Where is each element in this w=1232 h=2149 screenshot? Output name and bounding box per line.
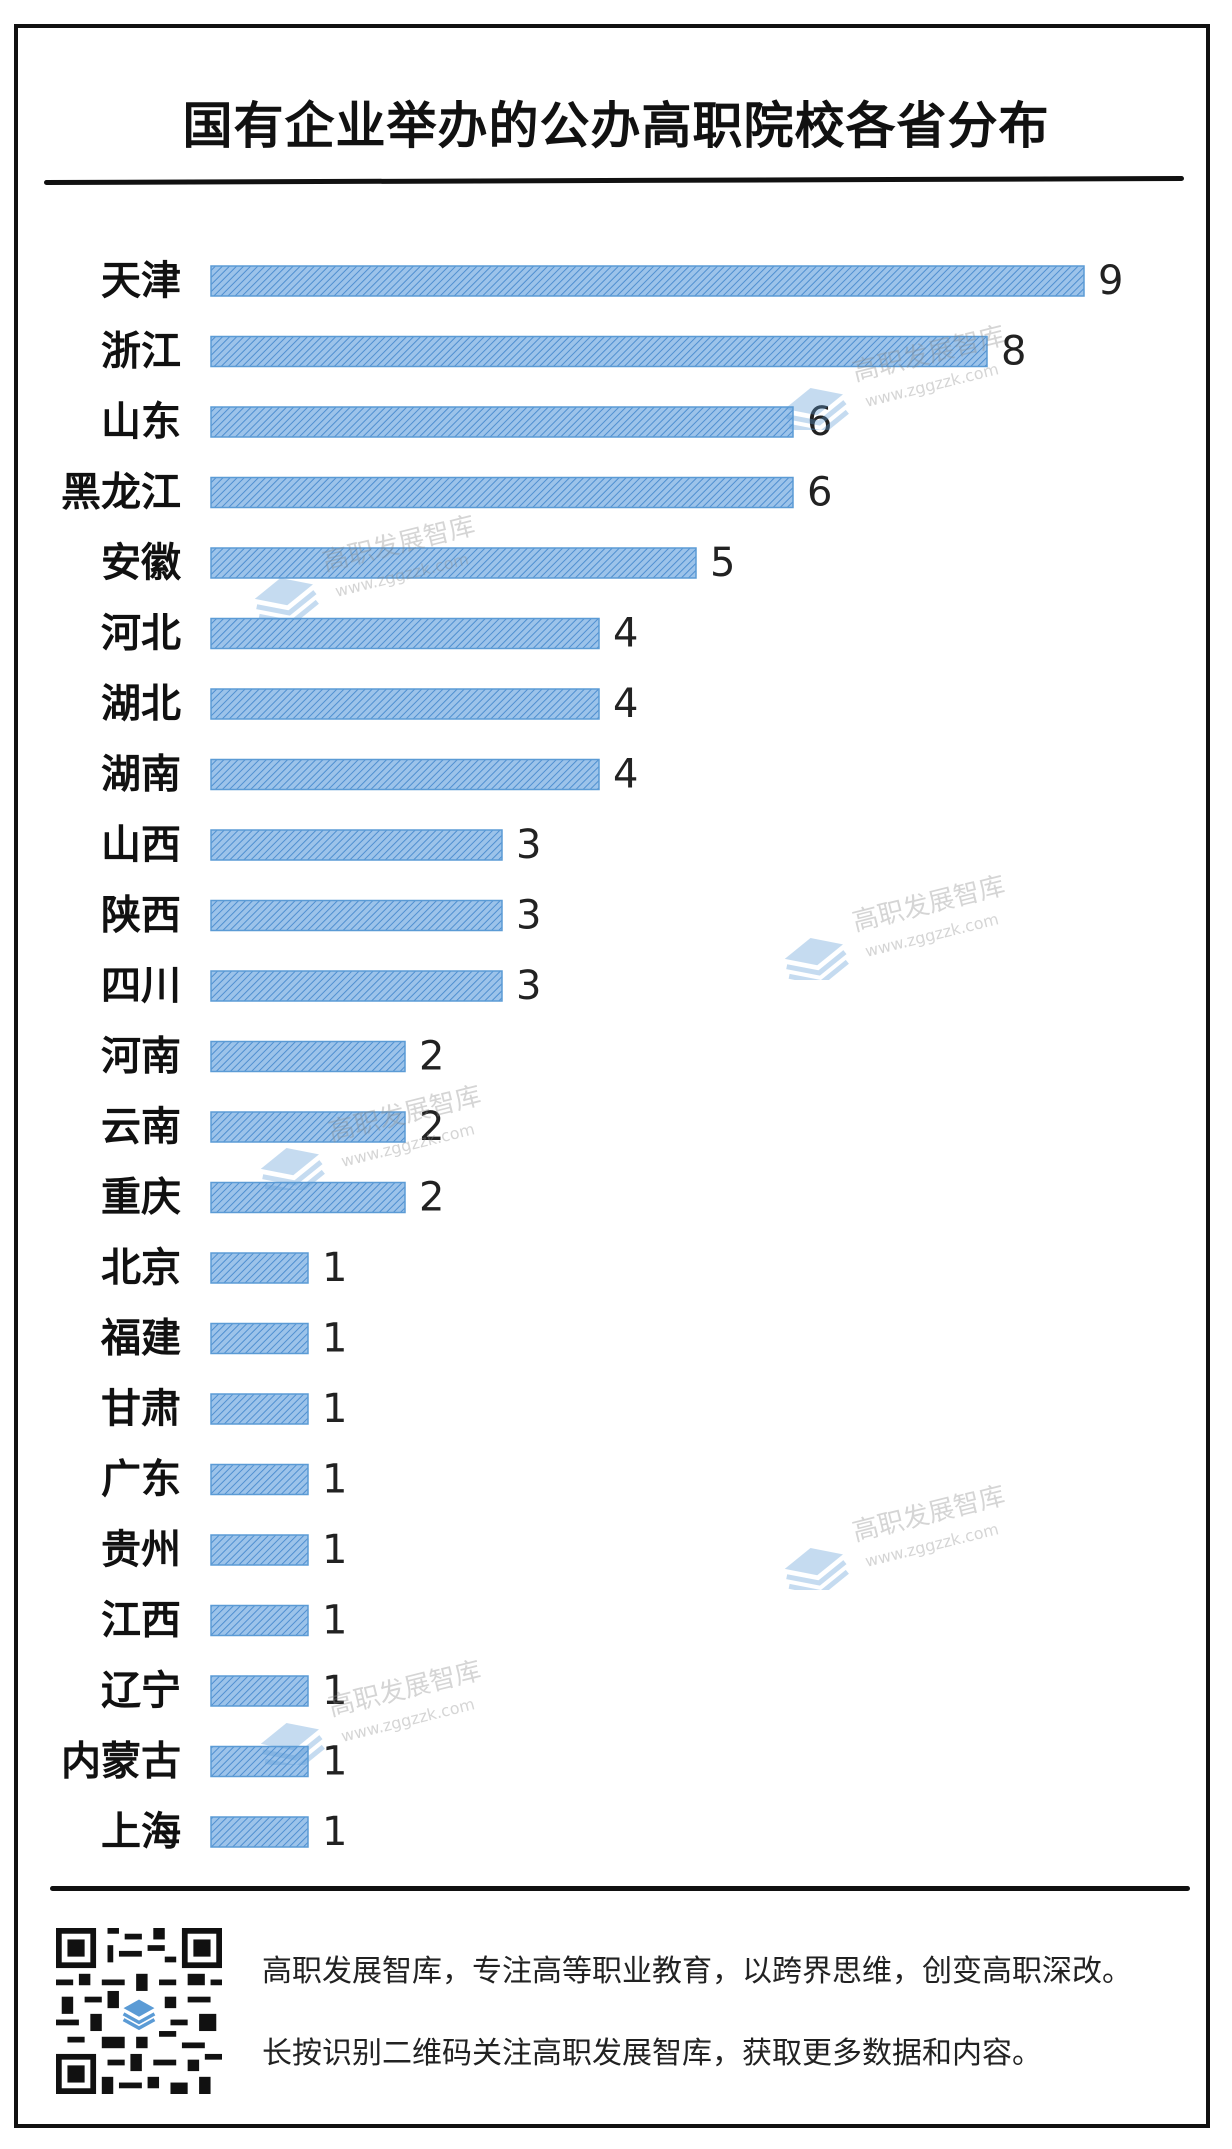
category-label: 云南 xyxy=(101,1104,181,1150)
outer-frame xyxy=(14,24,1210,2128)
value-label: 4 xyxy=(613,611,638,657)
bar xyxy=(210,1040,406,1073)
bar xyxy=(210,1534,309,1566)
value-label: 1 xyxy=(322,1739,347,1785)
value-label: 8 xyxy=(1001,329,1026,375)
bar xyxy=(210,617,600,650)
category-label: 四川 xyxy=(101,963,181,1009)
bar xyxy=(210,829,503,861)
bar xyxy=(210,265,1085,297)
value-label: 1 xyxy=(322,1527,347,1573)
category-label: 湖南 xyxy=(101,752,181,798)
category-label: 福建 xyxy=(100,1316,181,1362)
category-label: 安徽 xyxy=(101,540,182,586)
value-label: 2 xyxy=(419,1175,444,1221)
value-label: 9 xyxy=(1098,258,1123,304)
bar xyxy=(210,688,600,720)
watermark-6: 高职发展智库 www.zggzzk.com xyxy=(260,1656,484,1765)
bar xyxy=(210,1604,309,1637)
value-label: 3 xyxy=(516,963,541,1009)
value-label: 6 xyxy=(807,399,832,445)
bar-chart: 天津 9 浙江 8 山东 6 黑龙江 6 安徽 5 河北 4 湖北 4 湖南 4 山西 3 陕西 3 四川 3 河南 2 云南 2… xyxy=(61,258,1123,1855)
value-label: 2 xyxy=(419,1104,444,1150)
bar xyxy=(210,1745,309,1778)
bar xyxy=(210,335,988,368)
category-label: 黑龙江 xyxy=(61,470,181,516)
category-label: 河南 xyxy=(101,1034,181,1080)
category-label: 陕西 xyxy=(101,893,181,939)
value-label: 1 xyxy=(322,1598,347,1644)
category-label: 重庆 xyxy=(101,1175,181,1221)
category-label: 山西 xyxy=(101,822,181,868)
category-label: 甘肃 xyxy=(101,1386,181,1432)
bar xyxy=(210,476,794,509)
value-label: 4 xyxy=(613,752,638,798)
bar xyxy=(210,1181,406,1214)
bar xyxy=(210,547,697,579)
category-label: 天津 xyxy=(101,258,181,304)
watermark-4: 高职发展智库 www.zggzzk.com xyxy=(260,1081,484,1190)
value-label: 1 xyxy=(322,1668,347,1714)
category-label: 湖北 xyxy=(101,681,181,727)
watermark-5: 高职发展智库 www.zggzzk.com xyxy=(784,1481,1008,1590)
qr-code[interactable] xyxy=(56,1928,222,2094)
bar xyxy=(210,1111,406,1143)
category-label: 内蒙古 xyxy=(61,1739,181,1785)
value-label: 6 xyxy=(807,470,832,516)
bar xyxy=(210,1322,309,1355)
bar xyxy=(210,1675,309,1707)
value-label: 1 xyxy=(322,1809,347,1855)
value-label: 3 xyxy=(516,822,541,868)
watermark-2: 高职发展智库 www.zggzzk.com xyxy=(254,511,478,620)
chart-title: 国有企业举办的公办高职院校各省分布 xyxy=(182,97,1050,155)
bar xyxy=(210,1816,309,1848)
watermark-1: 高职发展智库 www.zggzzk.com xyxy=(784,321,1008,430)
value-label: 5 xyxy=(710,540,735,586)
category-label: 山东 xyxy=(101,399,181,445)
bar xyxy=(210,1393,309,1425)
footer-divider xyxy=(50,1886,1190,1891)
category-label: 上海 xyxy=(101,1809,181,1855)
category-label: 河北 xyxy=(101,611,181,657)
category-label: 贵州 xyxy=(101,1527,181,1573)
category-label: 广东 xyxy=(101,1457,181,1503)
bar xyxy=(210,899,503,932)
value-label: 1 xyxy=(322,1386,347,1432)
category-label: 江西 xyxy=(101,1598,181,1644)
value-label: 3 xyxy=(516,893,541,939)
value-label: 2 xyxy=(419,1034,444,1080)
value-label: 1 xyxy=(322,1457,347,1503)
value-label: 4 xyxy=(613,681,638,727)
footer-line-1: 高职发展智库，专注高等职业教育，以跨界思维，创变高职深改。 xyxy=(262,1954,1132,1989)
bar xyxy=(210,970,503,1002)
bar xyxy=(210,1463,309,1496)
bar xyxy=(210,758,600,791)
value-label: 1 xyxy=(322,1316,347,1362)
bar xyxy=(210,1252,309,1284)
footer-line-2: 长按识别二维码关注高职发展智库，获取更多数据和内容。 xyxy=(262,2036,1042,2071)
category-label: 北京 xyxy=(101,1245,181,1291)
category-label: 辽宁 xyxy=(101,1668,181,1714)
value-label: 1 xyxy=(322,1245,347,1291)
category-label: 浙江 xyxy=(101,329,181,375)
watermark-3: 高职发展智库 www.zggzzk.com xyxy=(784,871,1008,980)
bar xyxy=(210,406,794,438)
